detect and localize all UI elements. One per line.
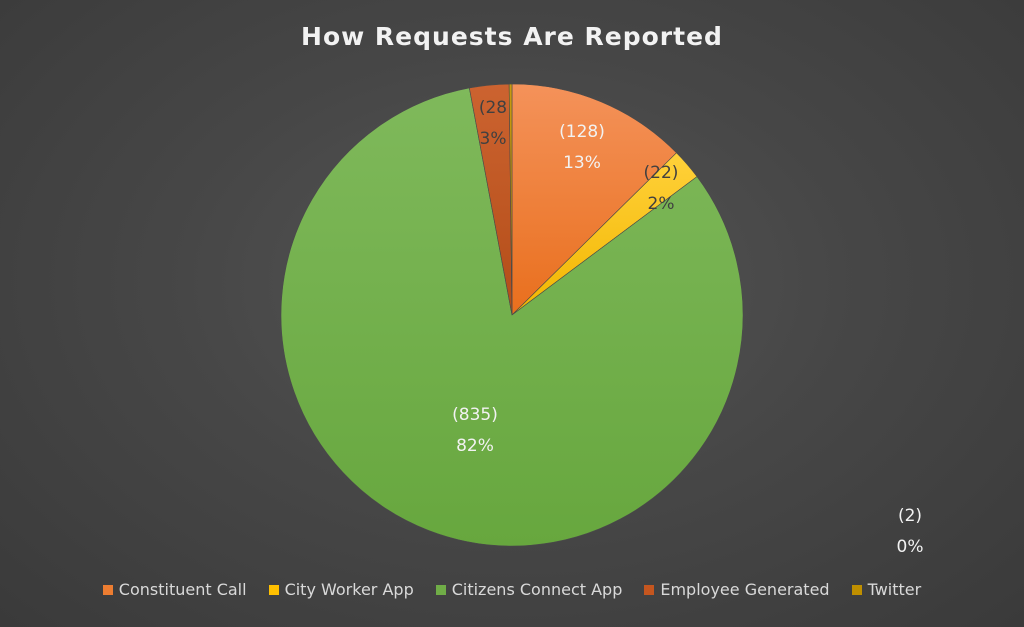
chart-title: How Requests Are Reported [301, 22, 723, 51]
legend-item: Twitter [851, 580, 922, 599]
legend-label: Constituent Call [118, 580, 247, 599]
legend-swatch [102, 584, 113, 595]
legend-label: City Worker App [284, 580, 414, 599]
data-label-percent: 0% [897, 537, 924, 557]
data-label-percent: 13% [563, 153, 601, 173]
pie-slice-twitter [508, 83, 513, 316]
data-label-percent: 82% [456, 436, 494, 456]
legend-label: Citizens Connect App [451, 580, 623, 599]
data-label-count: (128) [559, 122, 605, 142]
data-label-count: (2) [898, 506, 922, 526]
legend-label: Employee Generated [660, 580, 830, 599]
legend-swatch [268, 584, 279, 595]
chart-legend: Constituent Call City Worker App Citizens … [0, 580, 1024, 599]
legend-label: Twitter [867, 580, 922, 599]
pie-slice-citizens-connect-app [280, 87, 744, 547]
data-label-count: (835) [452, 405, 498, 425]
pie-slice-constituent-call [511, 83, 677, 316]
legend-item: City Worker App [268, 580, 414, 599]
legend-item: Constituent Call [102, 580, 247, 599]
data-label-count: (28 [479, 98, 507, 118]
legend-swatch [644, 584, 655, 595]
legend-swatch [435, 584, 446, 595]
legend-item: Citizens Connect App [435, 580, 623, 599]
legend-item: Employee Generated [644, 580, 830, 599]
legend-swatch [851, 584, 862, 595]
data-label-count: (22) [644, 163, 679, 183]
data-label-percent: 3% [480, 129, 507, 149]
data-label-percent: 2% [648, 194, 675, 214]
